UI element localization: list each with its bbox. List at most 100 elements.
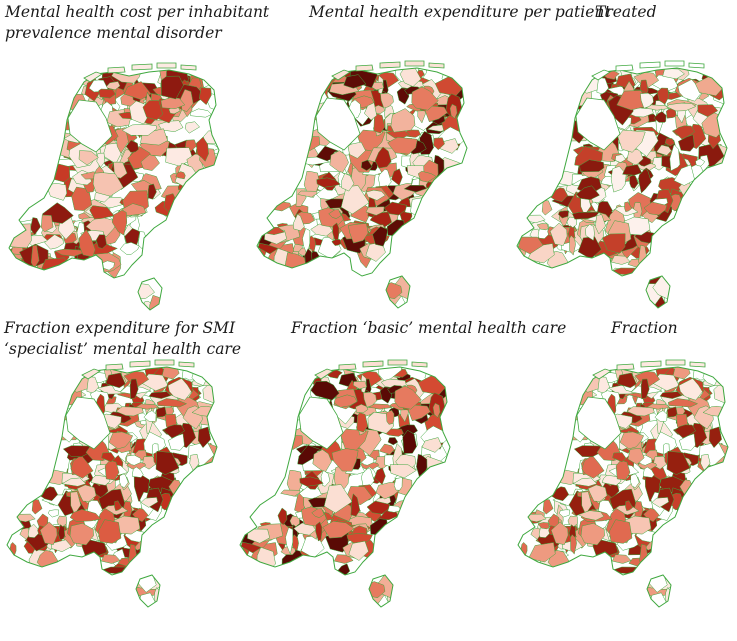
coastline: [385, 275, 411, 309]
municipality-region: [654, 410, 668, 422]
municipality-region: [331, 448, 359, 472]
municipality-region: [643, 201, 668, 216]
municipality-region: [677, 134, 695, 152]
municipality-region: [365, 206, 385, 216]
municipality-region: [41, 257, 70, 274]
municipality-region: [623, 216, 651, 236]
municipality-region: [322, 520, 355, 539]
municipality-region: [136, 283, 155, 300]
municipality-region: [316, 177, 341, 188]
municipality-region: [640, 378, 650, 400]
municipality-region: [350, 493, 361, 517]
municipality-region: [602, 233, 626, 254]
municipality-region: [266, 200, 292, 212]
municipality-region: [432, 402, 441, 418]
wadden-island: [592, 368, 612, 380]
municipality-region: [167, 433, 185, 451]
municipality-region: [364, 102, 377, 121]
caption-line: Fraction expenditure for SMI: [4, 319, 236, 337]
municipality-region: [387, 437, 399, 446]
municipality-region: [558, 210, 569, 219]
municipality-region: [320, 470, 331, 487]
coastline: [368, 574, 394, 608]
municipality-region: [69, 509, 102, 522]
municipality-region: [585, 223, 595, 241]
municipality-region: [175, 171, 186, 180]
coastline: [137, 277, 163, 311]
netherlands-choropleth-map: [8, 62, 220, 311]
municipality-region: [126, 454, 142, 466]
municipality-region: [653, 111, 667, 123]
wadden-island: [105, 363, 124, 371]
municipality-region: [9, 223, 32, 249]
municipality-region: [190, 108, 212, 118]
municipality-region: [673, 164, 695, 186]
municipality-region: [98, 88, 116, 99]
wadden-island: [615, 64, 634, 72]
municipality-region: [615, 154, 627, 163]
wadden-island: [83, 71, 103, 83]
municipality-region: [587, 484, 608, 502]
municipality-region: [76, 484, 97, 502]
municipality-region: [638, 169, 652, 194]
wadden-island: [180, 64, 197, 71]
municipality-region: [323, 484, 353, 514]
municipality-region: [70, 454, 94, 479]
municipality-region: [622, 164, 643, 176]
municipality-region: [390, 108, 416, 133]
municipality-region: [311, 508, 325, 518]
wadden-island: [640, 360, 662, 368]
municipality-region: [303, 171, 320, 198]
municipality-region: [633, 72, 660, 88]
municipality-region: [98, 519, 122, 544]
municipality-region: [363, 391, 377, 408]
municipality-region: [286, 470, 303, 497]
municipality-region: [353, 380, 368, 390]
caption-line: ‘specialist’ mental health care: [4, 340, 242, 358]
coastline: [646, 574, 672, 608]
municipality-region: [304, 248, 313, 275]
caption-line: Fraction ‘basic’ mental health care: [291, 319, 567, 337]
municipality-region: [31, 499, 43, 515]
municipality-region: [615, 460, 631, 481]
municipality-region: [656, 87, 670, 105]
municipality-region: [616, 372, 637, 389]
municipality-region: [57, 524, 66, 540]
municipality-region: [92, 172, 124, 197]
wadden-island: [428, 62, 445, 69]
municipality-region: [366, 500, 391, 515]
municipality-region: [122, 203, 147, 217]
lake-outline: [65, 396, 111, 450]
municipality-region: [40, 214, 54, 233]
municipality-region: [651, 497, 669, 508]
municipality-region: [394, 385, 422, 410]
panel-caption-expenditure-per-patient: Mental health expenditure per patient: [309, 2, 611, 23]
municipality-region: [550, 521, 569, 545]
municipality-region: [297, 190, 318, 198]
municipality-region: [559, 509, 570, 518]
municipality-region: [536, 223, 549, 231]
municipality-region: [652, 456, 668, 470]
wadden-island: [616, 363, 635, 371]
municipality-region: [356, 371, 383, 387]
municipality-region: [160, 97, 186, 109]
wadden-island: [591, 69, 611, 81]
municipality-region: [184, 121, 200, 134]
panel-caption-fraction: Fraction: [611, 318, 678, 339]
municipality-region: [407, 404, 431, 422]
municipality-region: [348, 223, 369, 244]
caption-line: Mental health expenditure per patient: [309, 3, 611, 21]
municipality-region: [280, 489, 301, 497]
municipality-region: [157, 398, 188, 408]
municipality-region: [625, 500, 634, 512]
municipality-region: [355, 404, 369, 414]
municipality-region: [285, 527, 294, 555]
municipality-region: [572, 477, 598, 487]
municipality-region: [51, 539, 72, 552]
municipality-region: [542, 499, 554, 515]
municipality-region: [30, 217, 41, 236]
municipality-region: [111, 209, 128, 236]
municipality-region: [115, 406, 144, 417]
wadden-island: [688, 62, 705, 69]
wadden-island: [355, 64, 374, 72]
